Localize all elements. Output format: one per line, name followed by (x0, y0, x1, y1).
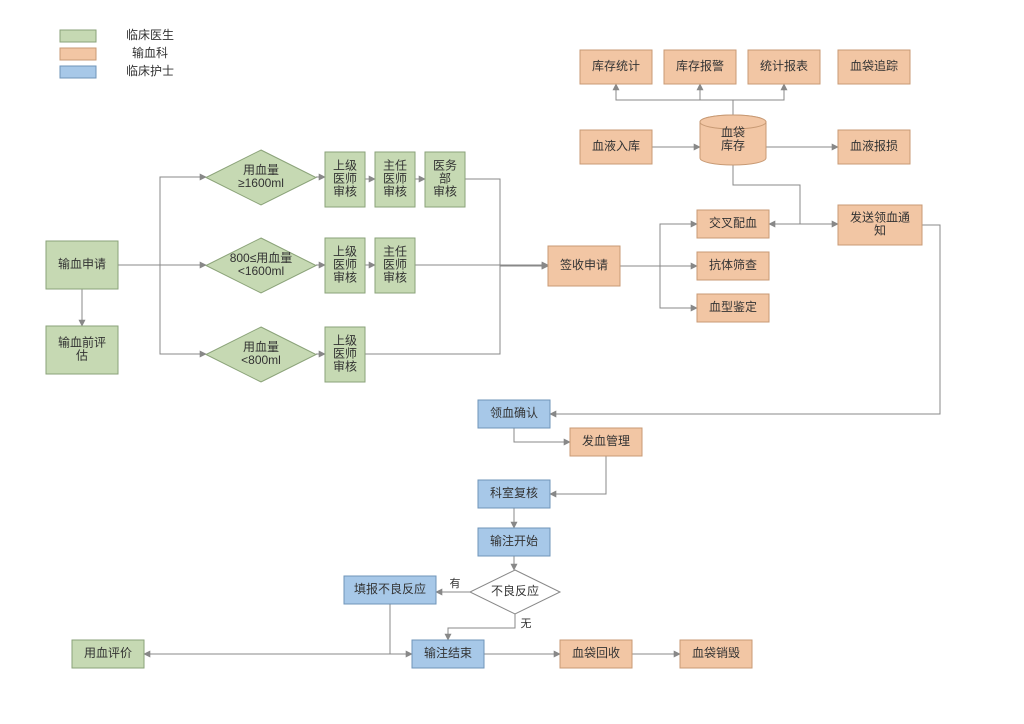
node-label: 输血申请 (58, 256, 106, 271)
node-bloodt: 血型鉴定 (697, 294, 769, 322)
node-sup3: 上级医师审核 (325, 327, 365, 382)
edge-label: 有 (450, 576, 461, 590)
node-label: 上级医师审核 (333, 159, 357, 199)
node-rptadv: 填报不良反应 (344, 576, 436, 604)
node-preeval: 输血前评估 (46, 326, 118, 374)
legend-swatch (60, 48, 96, 60)
node-label: 输注开始 (490, 533, 538, 548)
edge (448, 614, 515, 640)
edge (733, 84, 784, 115)
node-label: 血袋销毁 (692, 645, 740, 660)
node-label: 填报不良反应 (354, 581, 426, 596)
node-deptchk: 科室复核 (478, 480, 550, 508)
edge (465, 179, 548, 266)
edge (620, 266, 697, 308)
node-eval: 用血评价 (72, 640, 144, 668)
node-invwarn: 库存报警 (664, 50, 736, 84)
node-d800: 用血量<800ml (206, 327, 316, 382)
edge (118, 177, 206, 265)
legend-label: 输血科 (132, 45, 168, 60)
node-d800_1600: 800≤用血量<1600ml (206, 238, 316, 293)
node-label: 血袋追踪 (850, 58, 898, 73)
node-label: 血型鉴定 (709, 299, 757, 314)
edge (620, 224, 697, 266)
legend-label: 临床护士 (126, 64, 174, 78)
node-label: 上级医师审核 (333, 245, 357, 285)
node-label: 抗体筛查 (709, 257, 757, 272)
node-label: 血袋库存 (721, 126, 745, 153)
node-label: 血液报损 (850, 138, 898, 153)
node-label: 800≤用血量<1600ml (230, 251, 293, 278)
node-adverse: 不良反应 (470, 570, 560, 614)
legend-label: 临床医生 (126, 28, 174, 42)
edge (118, 265, 206, 354)
edge (390, 604, 412, 654)
edge-label: 无 (521, 618, 532, 630)
node-bagtrk: 血袋追踪 (838, 50, 910, 84)
flowchart-canvas: 临床医生输血科临床护士有无 输血申请输血前评估 用血量≥1600ml 800≤用血量<… (0, 0, 1024, 724)
edge (550, 456, 606, 494)
node-label: 输注结束 (424, 645, 472, 660)
legend-swatch (60, 66, 96, 78)
node-bagret: 血袋回收 (560, 640, 632, 668)
node-label: 领血确认 (490, 406, 538, 420)
node-label: 血袋回收 (572, 646, 620, 660)
node-dir2: 主任医师审核 (375, 238, 415, 293)
node-label: 血液入库 (592, 138, 640, 153)
node-bagdes: 血袋销毁 (680, 640, 752, 668)
node-recvcfm: 领血确认 (478, 400, 550, 428)
node-label: 用血量<800ml (241, 340, 281, 367)
node-d1600: 用血量≥1600ml (206, 150, 316, 205)
node-sup1: 上级医师审核 (325, 152, 365, 207)
node-statrep: 统计报表 (748, 50, 820, 84)
node-label: 科室复核 (490, 485, 538, 500)
node-sup2: 上级医师审核 (325, 238, 365, 293)
node-med1: 医务部审核 (425, 152, 465, 207)
node-label: 不良反应 (491, 583, 539, 598)
node-apply: 输血申请 (46, 241, 118, 289)
legend-swatch (60, 30, 96, 42)
node-bagstore: 血袋库存 (700, 115, 766, 165)
node-label: 交叉配血 (709, 215, 757, 230)
node-label: 库存统计 (592, 58, 640, 73)
node-anti: 抗体筛查 (697, 252, 769, 280)
node-sendnote: 发送领血通知 (838, 205, 922, 245)
node-invstat: 库存统计 (580, 50, 652, 84)
node-cross: 交叉配血 (697, 210, 769, 238)
node-sign: 签收申请 (548, 246, 620, 286)
node-label: 签收申请 (560, 257, 608, 272)
node-label: 发血管理 (582, 433, 630, 448)
node-label: 用血评价 (84, 646, 132, 660)
node-infend: 输注结束 (412, 640, 484, 668)
node-bloodin: 血液入库 (580, 130, 652, 164)
node-blooddmg: 血液报损 (838, 130, 910, 164)
edge (700, 84, 733, 115)
node-infstart: 输注开始 (478, 528, 550, 556)
node-label: 用血量≥1600ml (238, 163, 284, 190)
node-label: 统计报表 (760, 58, 808, 73)
node-dir1: 主任医师审核 (375, 152, 415, 207)
node-label: 主任医师审核 (383, 245, 407, 285)
node-label: 主任医师审核 (383, 159, 407, 199)
edge (514, 428, 570, 442)
node-label: 库存报警 (676, 58, 724, 73)
node-label: 上级医师审核 (333, 334, 357, 374)
node-dispatch: 发血管理 (570, 428, 642, 456)
